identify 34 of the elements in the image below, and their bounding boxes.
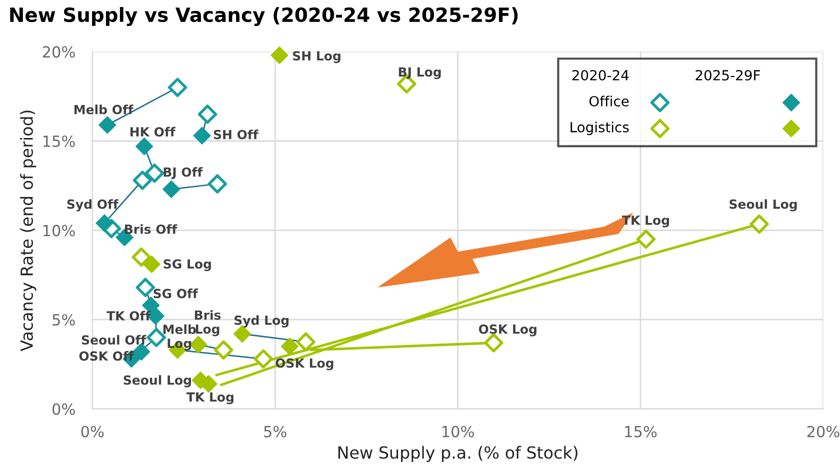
x-tick-label: 0%: [81, 426, 104, 438]
annotation: OSK Log: [478, 324, 536, 336]
annotation: SH Log: [292, 51, 340, 64]
y-tick-label: 5%: [52, 314, 75, 326]
x-tick-label: 15%: [625, 426, 657, 438]
annotation: SH Off: [214, 130, 258, 140]
annotation: 2020-24: [572, 70, 629, 81]
y-tick-label: 20%: [42, 46, 75, 58]
annotation: Seoul Off: [82, 334, 146, 345]
x-tick-label: 10%: [442, 426, 474, 438]
annotation: Bris Log: [194, 310, 221, 336]
annotation: HK Off: [130, 126, 176, 137]
legend-label: Office: [589, 96, 629, 106]
y-tick-label: 15%: [43, 135, 75, 148]
x-tick-label: 5%: [264, 426, 286, 438]
annotation: SG Log: [164, 259, 211, 272]
legend-label: Logistics: [570, 122, 629, 136]
annotation: TK Log: [186, 392, 234, 404]
x-tick-label: 20%: [807, 426, 840, 438]
annotation: Syd Off: [67, 199, 118, 212]
annotation: Seoul Log: [730, 199, 797, 212]
y-tick-label: 10%: [43, 224, 75, 236]
x-axis-title: New Supply p.a. (% of Stock): [338, 446, 578, 462]
annotation: Bris Off: [125, 224, 178, 234]
annotation: Melb Off: [74, 104, 134, 114]
y-tick-label: 0%: [52, 403, 75, 415]
chart-title: New Supply vs Vacancy (2020-24 vs 2025-29F): [10, 7, 518, 26]
annotation: Seoul Log: [124, 375, 191, 388]
annotation: SG Off: [154, 288, 198, 298]
annotation: BJ Off: [164, 167, 203, 180]
y-axis-title: Vacancy Rate (end of period): [20, 110, 36, 352]
annotation: Syd Log: [234, 315, 289, 328]
annotation: BJ Log: [398, 67, 441, 80]
annotation: 2025-29F: [696, 70, 760, 81]
